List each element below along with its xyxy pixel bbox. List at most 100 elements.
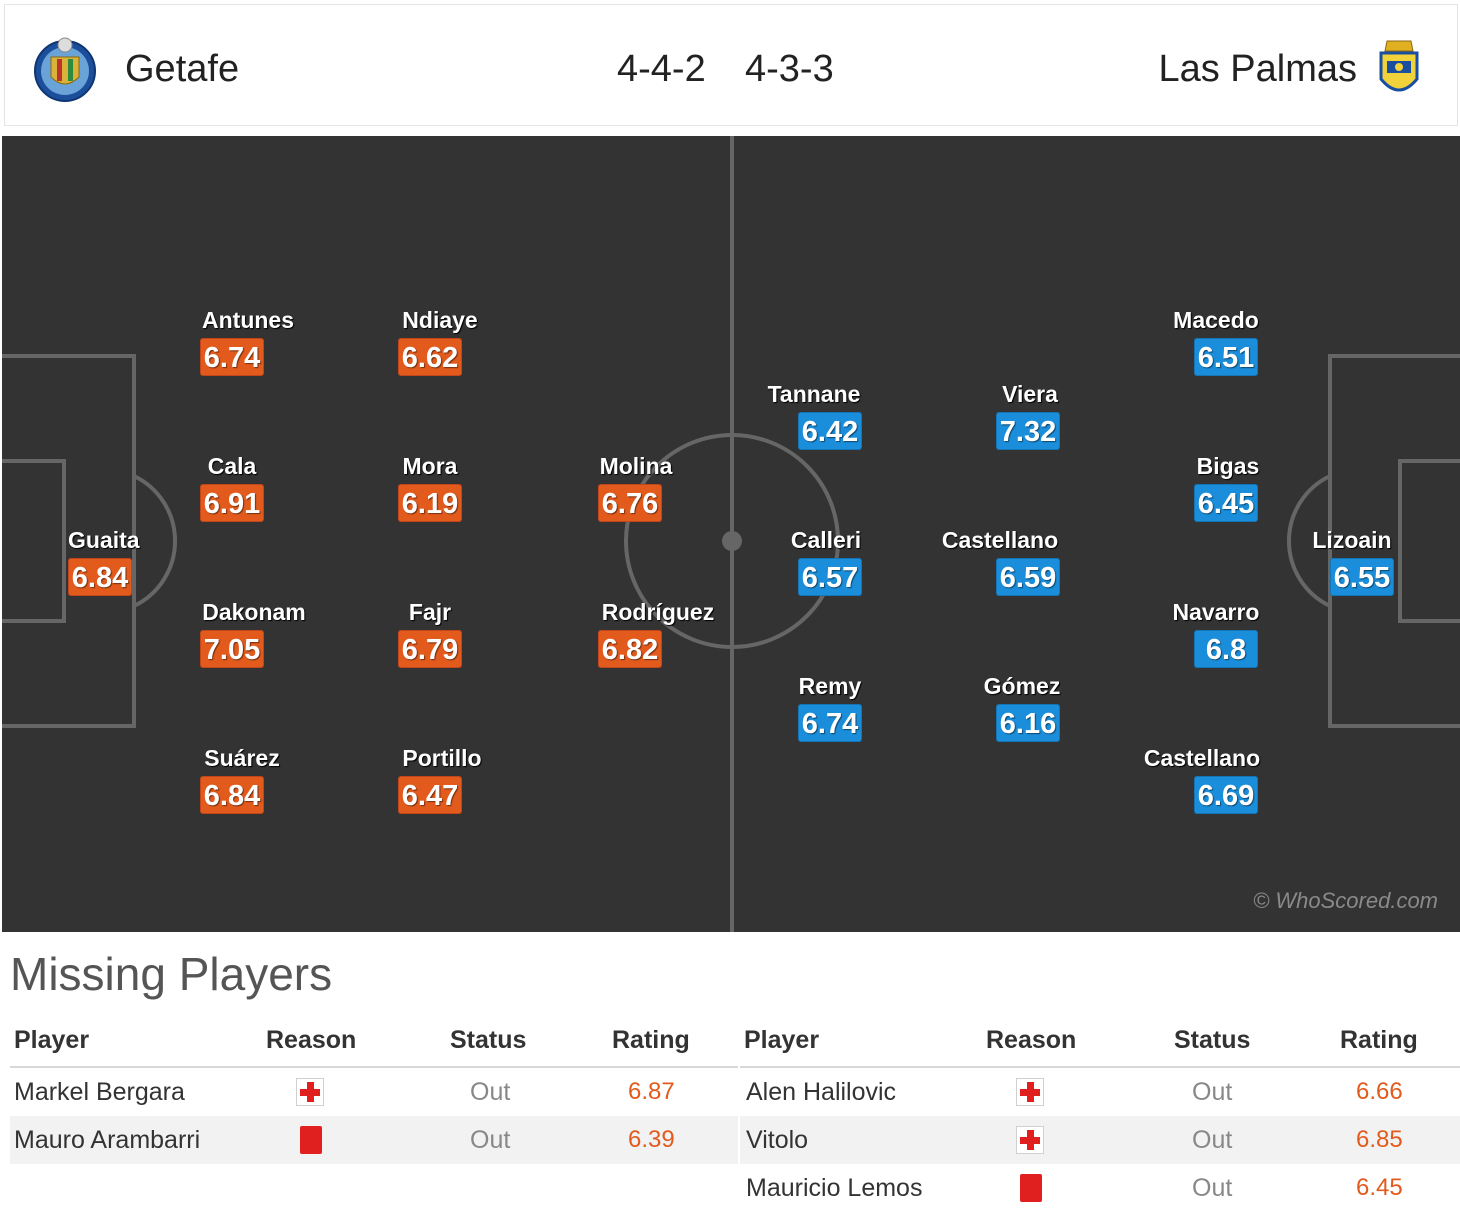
table-row[interactable]: Alen Halilovic Out 6.66 — [740, 1068, 1460, 1116]
player-rating: 6.76 — [598, 484, 662, 522]
player-rating: 6.57 — [798, 558, 862, 596]
player-name: Remy — [798, 673, 862, 699]
missing-table-home: Player Reason Status Rating Markel Berga… — [10, 1020, 738, 1164]
away-player-remy[interactable]: Remy 6.74 — [750, 672, 910, 752]
player-rating: 7.32 — [996, 412, 1060, 450]
table-row[interactable]: Vitolo Out 6.85 — [740, 1116, 1460, 1164]
col-player[interactable]: Player — [14, 1026, 90, 1054]
watermark: © WhoScored.com — [1253, 888, 1438, 913]
home-player-ndiaye[interactable]: Ndiaye 6.62 — [360, 306, 520, 386]
away-player-navarro[interactable]: Navarro 6.8 — [1136, 598, 1296, 678]
table-row[interactable]: Mauro Arambarri Out 6.39 — [10, 1116, 738, 1164]
home-player-dakonam[interactable]: Dakonam 7.05 — [174, 598, 334, 678]
player-name: Ndiaye — [402, 307, 478, 333]
table-row[interactable]: Mauricio Lemos Out 6.45 — [740, 1164, 1460, 1212]
player-name[interactable]: Vitolo — [746, 1126, 809, 1154]
status: Out — [470, 1078, 511, 1106]
col-rating[interactable]: Rating — [1340, 1026, 1418, 1054]
player-name: Tannane — [767, 381, 861, 407]
away-player-gomez[interactable]: Gómez 6.16 — [942, 672, 1102, 752]
las-palmas-crest-icon[interactable] — [1369, 35, 1429, 105]
home-player-rodriguez[interactable]: Rodríguez 6.82 — [578, 598, 738, 678]
home-player-molina[interactable]: Molina 6.76 — [556, 452, 716, 532]
rating: 6.87 — [628, 1078, 675, 1105]
red-card-icon — [300, 1126, 322, 1154]
home-player-guaita[interactable]: Guaita 6.84 — [68, 526, 228, 606]
player-name: Lizoain — [1312, 527, 1392, 553]
player-name: Mora — [402, 453, 458, 479]
status: Out — [1192, 1078, 1233, 1106]
missing-players-title: Missing Players — [10, 948, 333, 1000]
col-rating[interactable]: Rating — [612, 1026, 690, 1054]
player-rating: 6.84 — [200, 776, 264, 814]
red-card-icon — [1020, 1174, 1042, 1202]
home-player-fajr[interactable]: Fajr 6.79 — [350, 598, 510, 678]
match-header: Getafe 4-4-2 4-3-3 Las Palmas — [4, 4, 1458, 126]
away-player-calleri[interactable]: Calleri 6.57 — [746, 526, 906, 606]
player-rating: 6.45 — [1194, 484, 1258, 522]
missing-table-away: Player Reason Status Rating Alen Halilov… — [740, 1020, 1460, 1212]
away-team-name[interactable]: Las Palmas — [1158, 48, 1357, 90]
home-player-portillo[interactable]: Portillo 6.47 — [362, 744, 522, 824]
col-player[interactable]: Player — [744, 1026, 820, 1054]
player-rating: 6.55 — [1330, 558, 1394, 596]
away-player-macedo[interactable]: Macedo 6.51 — [1136, 306, 1296, 386]
player-rating: 6.91 — [200, 484, 264, 522]
away-player-lizoain[interactable]: Lizoain 6.55 — [1272, 526, 1432, 606]
player-name[interactable]: Markel Bergara — [14, 1078, 185, 1106]
home-player-suarez[interactable]: Suárez 6.84 — [162, 744, 322, 824]
col-reason[interactable]: Reason — [986, 1026, 1077, 1054]
player-name[interactable]: Alen Halilovic — [746, 1078, 897, 1106]
player-name[interactable]: Mauro Arambarri — [14, 1126, 201, 1154]
status: Out — [470, 1126, 511, 1154]
rating: 6.45 — [1356, 1174, 1403, 1201]
player-rating: 6.62 — [398, 338, 462, 376]
col-status[interactable]: Status — [1174, 1026, 1251, 1054]
player-rating: 6.79 — [398, 630, 462, 668]
col-status[interactable]: Status — [450, 1026, 527, 1054]
player-name: Rodríguez — [601, 599, 715, 625]
player-rating: 6.69 — [1194, 776, 1258, 814]
table-header: Player Reason Status Rating — [740, 1020, 1460, 1068]
away-player-tannane[interactable]: Tannane 6.42 — [734, 380, 894, 460]
home-player-antunes[interactable]: Antunes 6.74 — [168, 306, 328, 386]
table-row[interactable]: Markel Bergara Out 6.87 — [10, 1068, 738, 1116]
rating: 6.85 — [1356, 1126, 1403, 1153]
player-name: Suárez — [204, 745, 280, 771]
pitch-markings — [2, 136, 1460, 932]
player-name: Viera — [1002, 381, 1058, 407]
rating: 6.66 — [1356, 1078, 1403, 1105]
home-formation: 4-4-2 — [617, 48, 706, 90]
player-rating: 6.84 — [68, 558, 132, 596]
player-name: Cala — [207, 453, 257, 479]
player-name: Molina — [599, 453, 673, 479]
player-name: Castellano — [941, 527, 1059, 553]
home-team-name[interactable]: Getafe — [125, 48, 240, 90]
player-rating: 6.74 — [798, 704, 862, 742]
player-name: Fajr — [408, 599, 452, 625]
col-reason[interactable]: Reason — [266, 1026, 357, 1054]
injury-icon — [296, 1078, 324, 1106]
home-player-mora[interactable]: Mora 6.19 — [350, 452, 510, 532]
player-rating: 6.42 — [798, 412, 862, 450]
player-name: Bigas — [1196, 453, 1260, 479]
player-name[interactable]: Mauricio Lemos — [746, 1174, 923, 1202]
away-player-viera[interactable]: Viera 7.32 — [950, 380, 1110, 460]
status: Out — [1192, 1174, 1233, 1202]
away-player-castellano-def[interactable]: Castellano 6.69 — [1122, 744, 1282, 824]
home-player-cala[interactable]: Cala 6.91 — [152, 452, 312, 532]
status: Out — [1192, 1126, 1233, 1154]
player-rating: 6.59 — [996, 558, 1060, 596]
injury-icon — [1016, 1126, 1044, 1154]
getafe-crest-icon[interactable] — [33, 35, 97, 105]
away-player-bigas[interactable]: Bigas 6.45 — [1148, 452, 1308, 532]
player-rating: 6.51 — [1194, 338, 1258, 376]
pitch: Guaita 6.84 Antunes 6.74 Cala 6.91 Dakon… — [2, 136, 1460, 932]
table-header: Player Reason Status Rating — [10, 1020, 738, 1068]
player-name: Navarro — [1172, 599, 1260, 625]
rating: 6.39 — [628, 1126, 675, 1153]
away-player-castellano-mid[interactable]: Castellano 6.59 — [920, 526, 1080, 606]
player-rating: 6.82 — [598, 630, 662, 668]
player-name: Antunes — [202, 307, 294, 333]
player-rating: 6.16 — [996, 704, 1060, 742]
